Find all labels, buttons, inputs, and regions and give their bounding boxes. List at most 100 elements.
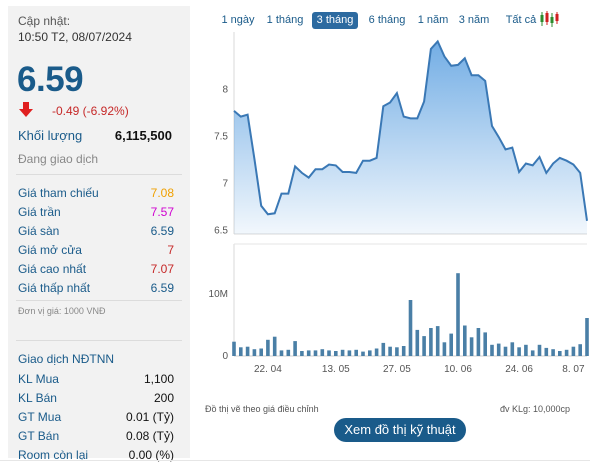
unit-note: Đơn vị giá: 1000 VNĐ — [18, 306, 106, 316]
volume-bar — [463, 325, 467, 356]
volume-bar — [585, 318, 589, 356]
volume-bar — [571, 346, 576, 356]
detail-row: Giá trần 7.57 — [8, 205, 190, 224]
range-button[interactable]: Tất cả — [505, 14, 537, 26]
volume-bar — [259, 348, 263, 356]
stock-info-panel: Cập nhật: 10:50 T2, 08/07/2024 6.59 -0.4… — [8, 6, 190, 462]
trading-status: Đang giao dịch — [18, 152, 99, 166]
foreign-label: KL Mua — [18, 372, 59, 386]
volume-bar — [286, 349, 291, 356]
volume-value: 6,115,500 — [114, 128, 172, 143]
foreign-row: KL Mua 1,100 — [8, 372, 190, 391]
divider — [16, 174, 182, 175]
range-button[interactable]: 1 tháng — [266, 14, 304, 26]
foreign-label: KL Bán — [18, 391, 57, 405]
foreign-row: Room còn lại 0.00 (%) — [8, 448, 190, 467]
foreign-value: 0.00 (%) — [128, 448, 174, 462]
volume-bar — [320, 349, 325, 356]
volume-bar — [334, 351, 338, 356]
price-volume-chart: 8 7.5 7 6.5 10M 0 22. 04 13. 05 27. 05 10. 06 24. … — [209, 32, 589, 375]
range-button[interactable]: 6 tháng — [368, 14, 406, 26]
volume-bar — [456, 273, 460, 356]
volume-bar — [469, 337, 474, 356]
x-tick-label: 24. 06 — [505, 364, 533, 375]
volume-bar — [306, 350, 311, 356]
foreign-label: GT Bán — [18, 429, 60, 443]
detail-row: Giá cao nhất 7.07 — [8, 262, 190, 281]
volume-tick-label: 0 — [222, 351, 228, 362]
foreign-row: KL Bán 200 — [8, 391, 190, 410]
range-button[interactable]: 1 năm — [417, 14, 449, 26]
detail-value: 7.08 — [150, 186, 174, 200]
detail-label: Giá sàn — [18, 224, 60, 238]
volume-bar — [510, 342, 515, 356]
volume-label: Khối lượng — [18, 128, 83, 143]
volume-bar — [354, 349, 358, 356]
volume-bar — [239, 347, 243, 356]
current-price: 6.59 — [17, 60, 84, 99]
range-button[interactable]: 1 ngày — [221, 14, 255, 26]
volume-bar — [517, 347, 521, 356]
chart-note-adjusted: Đồ thị vẽ theo giá điều chỉnh — [205, 404, 319, 414]
volume-bar — [232, 341, 236, 356]
x-tick-label: 10. 06 — [444, 364, 472, 375]
foreign-value: 0.08 (Tỷ) — [125, 429, 174, 443]
detail-row: Giá sàn 6.59 — [8, 224, 190, 243]
range-button[interactable]: 3 năm — [458, 14, 490, 26]
price-line — [233, 39, 588, 221]
x-tick-label: 8. 07 — [562, 364, 585, 375]
x-tick-label: 27. 05 — [383, 364, 411, 375]
volume-bar — [544, 347, 549, 356]
technical-chart-button[interactable]: Xem đồ thị kỹ thuật — [334, 418, 466, 442]
range-button[interactable]: 3 tháng — [312, 12, 358, 29]
divider — [16, 300, 182, 301]
volume-bar — [415, 329, 420, 356]
foreign-row: GT Mua 0.01 (Tỷ) — [8, 410, 190, 429]
foreign-label: GT Mua — [18, 410, 62, 424]
volume-bar — [429, 328, 433, 356]
candlestick-icon[interactable] — [539, 10, 559, 28]
volume-bar — [476, 328, 481, 356]
foreign-value: 200 — [153, 391, 174, 405]
volume-bar — [368, 350, 372, 356]
detail-row: Giá tham chiếu 7.08 — [8, 186, 190, 205]
divider — [0, 460, 590, 461]
volume-bar — [388, 346, 392, 356]
price-tick-label: 6.5 — [214, 225, 228, 236]
detail-value: 7.57 — [150, 205, 174, 219]
detail-row: Giá mở cửa 7 — [8, 243, 190, 262]
volume-bar — [483, 332, 487, 356]
price-tick-label: 7 — [222, 178, 228, 189]
detail-value: 7.07 — [150, 262, 174, 276]
volume-bar — [327, 350, 331, 356]
detail-row: Giá thấp nhất 6.59 — [8, 281, 190, 300]
price-area-fill — [234, 41, 587, 235]
detail-value: 7 — [167, 243, 174, 257]
volume-bar — [313, 350, 318, 356]
volume-bar — [401, 346, 406, 356]
price-tick-label: 7.5 — [214, 131, 228, 142]
x-tick-label: 22. 04 — [254, 364, 282, 375]
detail-label: Giá thấp nhất — [18, 281, 91, 295]
volume-bar — [300, 351, 304, 356]
volume-bar — [272, 336, 277, 356]
detail-label: Giá cao nhất — [18, 262, 87, 276]
foreign-value: 0.01 (Tỷ) — [125, 410, 174, 424]
detail-label: Giá tham chiếu — [18, 186, 99, 200]
volume-bar — [361, 351, 365, 356]
volume-bar — [381, 342, 386, 356]
divider — [16, 340, 182, 341]
volume-bar — [293, 341, 297, 356]
update-label: Cập nhật: — [18, 14, 71, 28]
volume-bar — [245, 346, 250, 356]
chart-note-volume-unit: đv KLg: 10,000cp — [499, 404, 570, 414]
detail-value: 6.59 — [150, 224, 174, 238]
volume-bar — [347, 350, 352, 356]
volume-bar — [524, 344, 528, 356]
price-change: -0.49 (-6.92%) — [52, 104, 129, 118]
volume-bar — [551, 349, 555, 356]
volume-bar — [564, 349, 569, 356]
volume-bar — [340, 349, 345, 356]
volume-bar — [395, 347, 399, 356]
volume-tick-label: 10M — [209, 289, 228, 300]
